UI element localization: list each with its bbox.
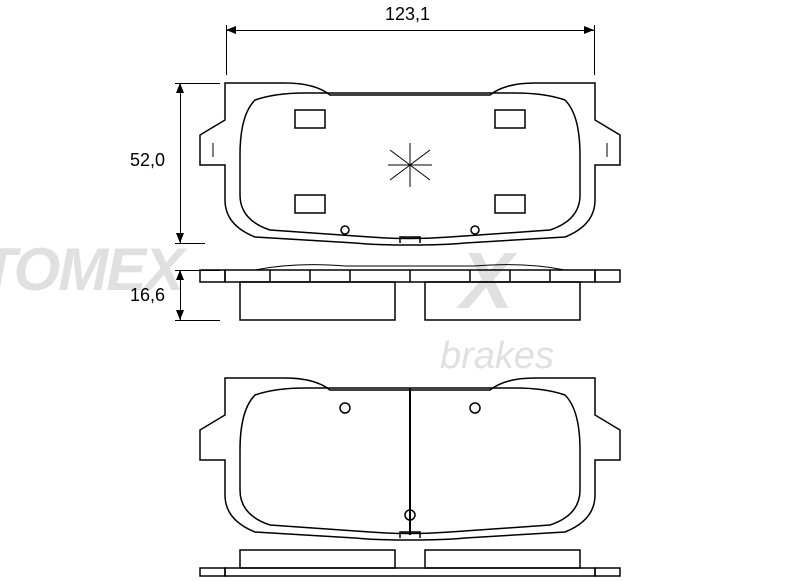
dim-height-arrow-u — [176, 83, 184, 93]
dim-height-label: 52,0 — [130, 150, 165, 171]
dim-width-arrow-l — [226, 26, 236, 34]
dim-thick-arrow-d — [176, 310, 184, 320]
dim-width-line — [226, 30, 594, 31]
brake-pad-rear-view — [195, 360, 625, 545]
dim-thick-arrow-u — [176, 270, 184, 280]
dim-height-arrow-d — [176, 233, 184, 243]
brake-pad-bottom-edge-view — [195, 548, 625, 578]
dim-thick-label: 16,6 — [130, 285, 165, 306]
brake-pad-front-view — [195, 65, 625, 250]
dim-width-arrow-r — [584, 26, 594, 34]
drawing-canvas: TOMEX X brakes 123,1 52,0 16,6 — [0, 0, 786, 581]
dim-width-label: 123,1 — [385, 4, 430, 25]
dim-height-line — [180, 83, 181, 243]
brake-pad-side-view — [195, 262, 625, 327]
